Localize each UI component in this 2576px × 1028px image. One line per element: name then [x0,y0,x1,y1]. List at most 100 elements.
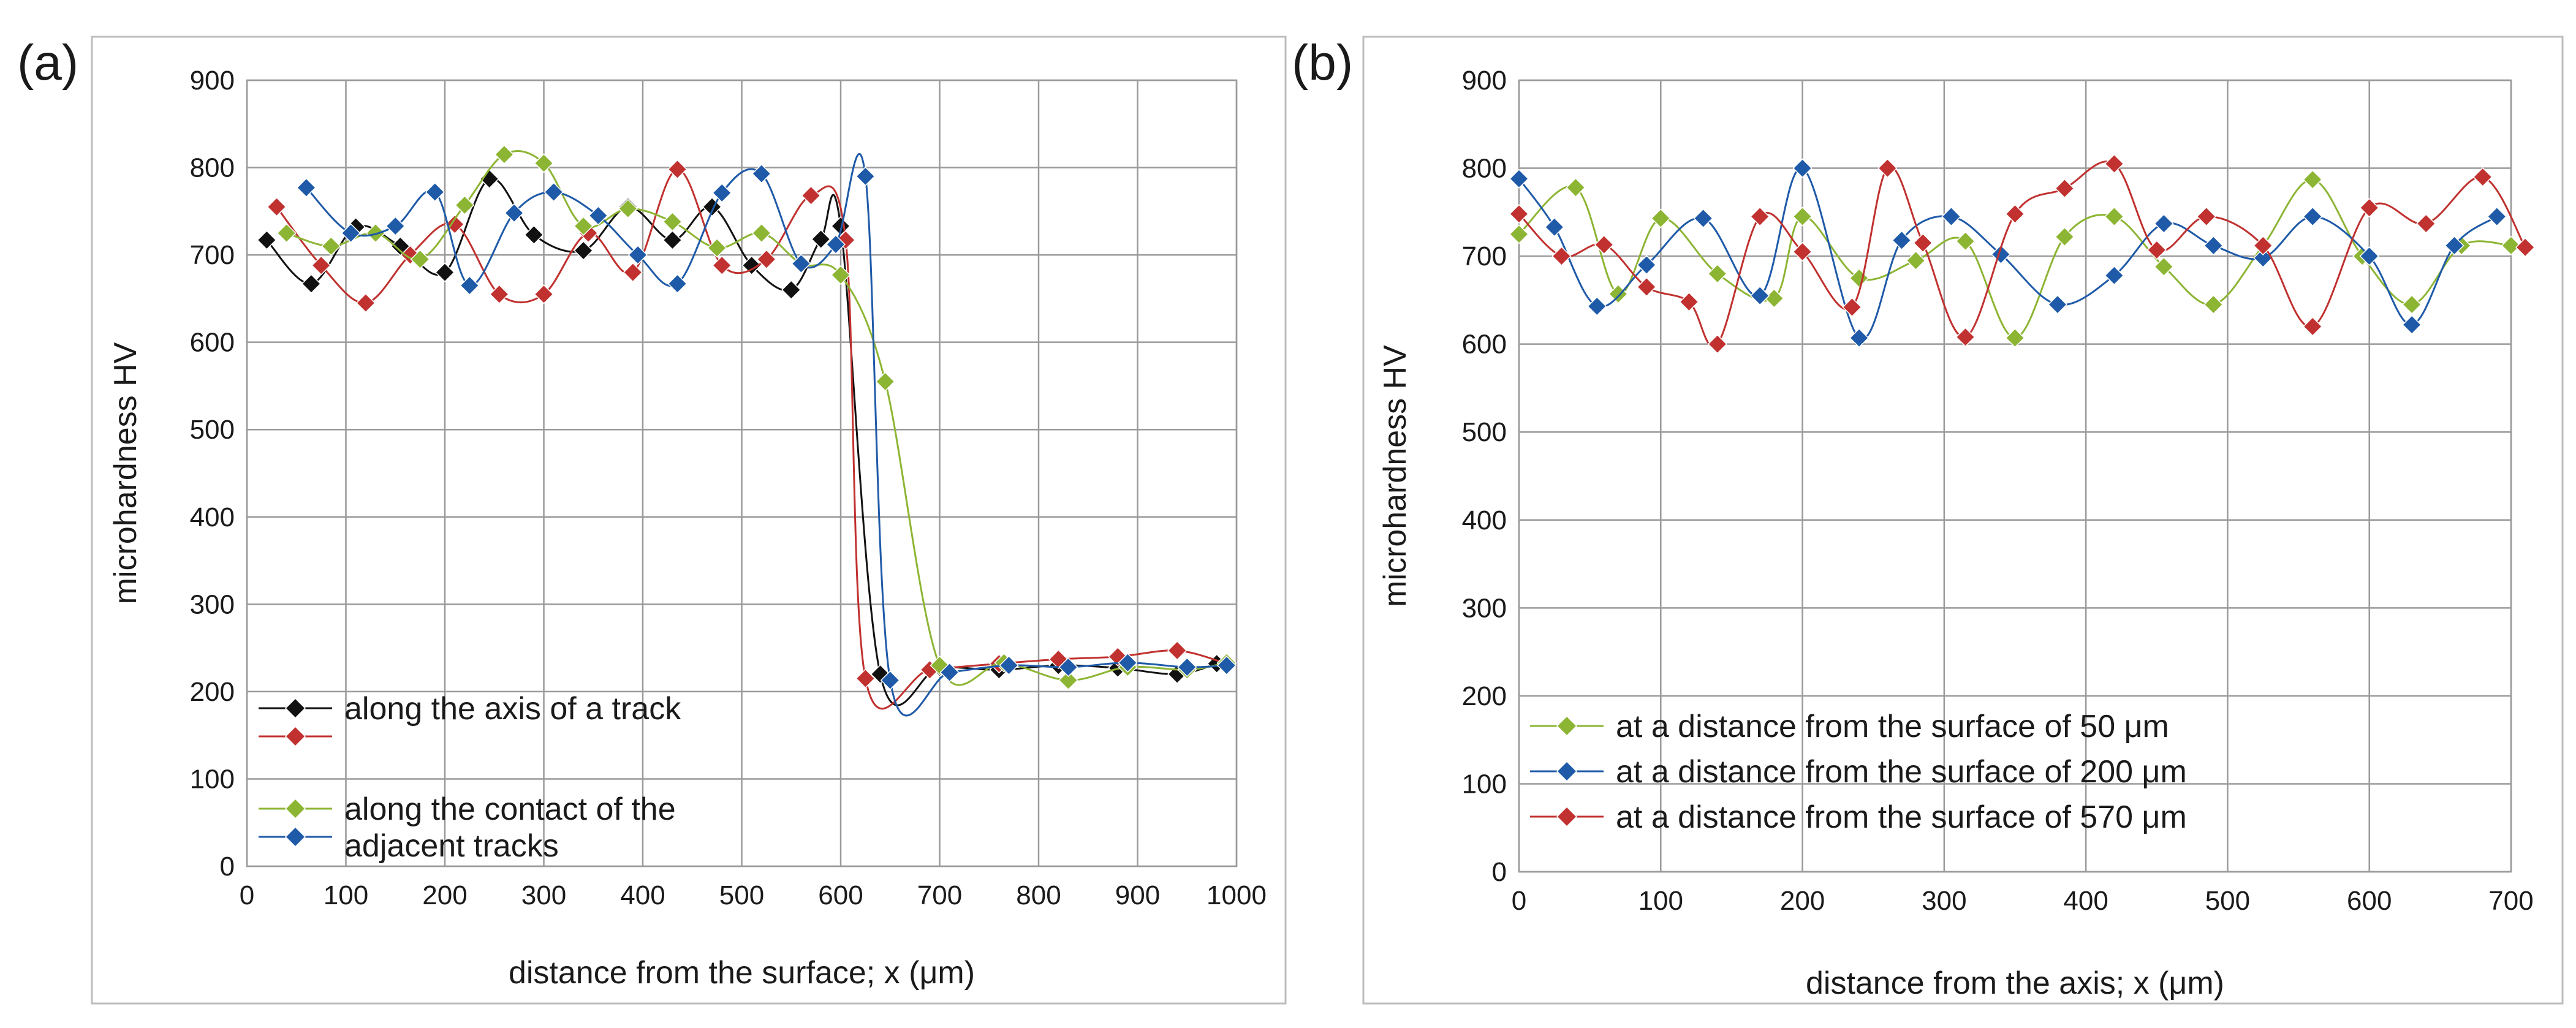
data-point [1842,297,1862,317]
data-point [2303,316,2323,337]
legend-label: at a distance from the surface of 570 μm [1616,799,2187,835]
y-tick-label: 900 [1462,66,1507,96]
series-blue [296,153,1237,717]
data-point [2472,167,2493,187]
legend-marker [1556,760,1578,782]
legend-label: at a distance from the surface of 200 μm [1616,754,2187,790]
data-point [811,229,831,249]
y-tick-label: 500 [1462,417,1507,447]
data-point [751,223,771,243]
legend-marker [284,725,306,747]
data-point [1792,206,1813,227]
x-tick-label: 200 [1780,886,1825,916]
x-tick-label: 400 [620,880,665,910]
legend-label: along the axis of a track [344,691,681,727]
data-point [460,275,480,296]
data-point [1651,208,1671,229]
y-tick-label: 700 [190,240,235,270]
data-point [1693,208,1713,229]
data-point [662,230,683,250]
data-point [1792,158,1813,178]
data-point [2402,315,2422,335]
legend-marker [284,826,306,848]
legend-marker [1556,715,1578,737]
data-point [1991,244,2011,265]
x-tick-label: 100 [1638,886,1683,916]
data-point [267,197,287,217]
chart-b: 0 100 200 300 400 500 600 700 0 100 200 300 400 500 60… [1377,66,2536,1001]
data-point [939,662,960,682]
data-point [276,223,297,243]
y-tick-label: 100 [190,764,235,794]
data-point [712,183,732,203]
x-tick-label: 100 [324,880,368,910]
y-tick-label: 200 [190,677,235,707]
y-tick-label: 100 [1462,769,1507,799]
data-point [2487,206,2507,227]
data-point [455,195,475,215]
y-axis-title: microhardness HV [1377,345,1413,607]
data-point [2253,235,2273,255]
data-point [410,249,430,270]
plot-area [1518,79,2512,873]
data-point [1509,168,1529,189]
y-tick-label: 0 [1492,857,1507,887]
data-point [434,262,455,282]
data-point [662,211,683,232]
x-axis-title: distance from the surface; x (μm) [509,955,975,991]
data-point [2203,295,2224,315]
data-point [301,274,322,294]
data-point [2501,235,2521,255]
data-point [2359,246,2379,266]
x-tick-label: 600 [2347,886,2392,916]
data-point [1509,204,1529,224]
data-point [999,656,1019,676]
data-point [1108,646,1128,667]
x-tick-label: 300 [521,880,566,910]
data-point [425,182,445,202]
data-point [2203,235,2224,255]
data-point [667,159,688,180]
data-point [489,284,509,304]
data-point [445,214,465,235]
chart-a: 0 100 200 300 400 500 600 700 800 900 1000 0 100 200 3… [108,66,1267,991]
data-point [296,178,316,198]
data-point [2303,170,2323,190]
x-axis-title: distance from the axis; x (μm) [1806,966,2224,1001]
data-point [534,153,554,173]
series-red [1509,154,2536,354]
data-point [534,284,554,304]
data-point [1509,224,1529,244]
y-tick-label: 600 [1462,330,1507,360]
data-point [707,238,727,258]
x-tick-label: 500 [2205,886,2250,916]
data-point [574,216,594,236]
data-point [1955,231,1976,251]
data-point [1849,328,1869,348]
y-tick-label: 900 [190,66,235,96]
data-point [355,293,376,313]
data-point [1587,296,1607,316]
data-point [1118,652,1138,673]
data-point [781,280,801,300]
series-blue [1509,158,2507,348]
y-axis-title: microhardness HV [108,342,143,604]
data-point [2416,213,2436,234]
panel-b-label: (b) [1292,35,1353,91]
x-tick-label: 700 [917,880,962,910]
x-tick-label: 900 [1115,880,1160,910]
data-point [1594,235,1614,255]
y-tick-label: 500 [190,415,235,445]
data-point [1707,263,1727,284]
data-point [524,225,544,245]
data-point [2146,240,2167,260]
data-point [2154,213,2174,234]
y-tick-label: 300 [190,589,235,619]
y-tick-label: 400 [1462,505,1507,535]
data-point [2055,227,2075,247]
data-point [1167,640,1188,660]
data-point [2303,206,2323,227]
data-point [385,216,406,236]
y-tick-label: 800 [1462,154,1507,184]
